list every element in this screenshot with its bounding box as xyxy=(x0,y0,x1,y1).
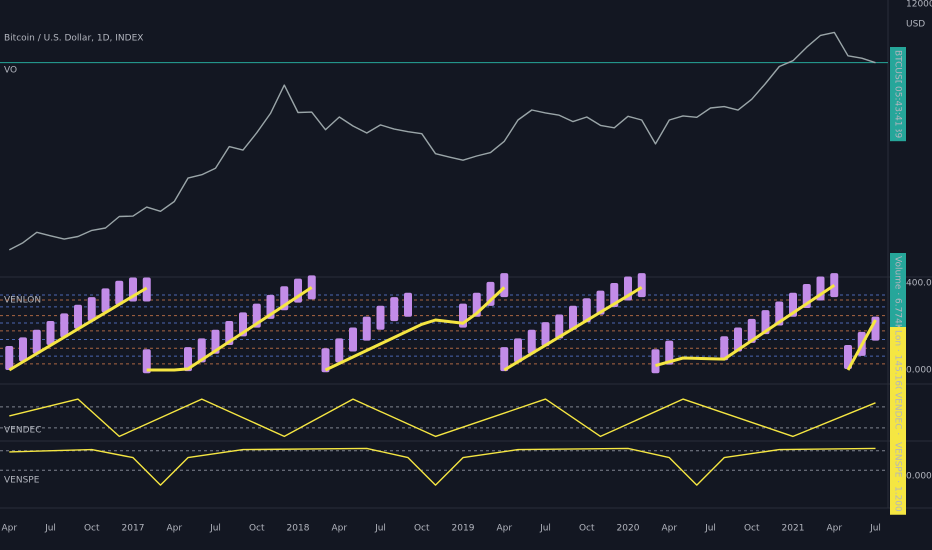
pane-title: VENDEC xyxy=(4,426,41,436)
marker xyxy=(651,349,660,374)
marker xyxy=(19,337,27,362)
x-tick-label: Jul xyxy=(539,524,551,534)
x-tick-label: Apr xyxy=(166,524,182,534)
x-tick-label: Oct xyxy=(579,524,595,534)
marker xyxy=(404,292,412,317)
time-label: 05:43:41 xyxy=(890,83,906,130)
marker xyxy=(184,347,192,372)
y-tick-label: 400.000 xyxy=(906,279,932,289)
marker xyxy=(32,329,41,354)
marker xyxy=(307,275,316,300)
marker xyxy=(582,298,591,323)
volume-pane-title: VO xyxy=(4,66,17,76)
marker xyxy=(500,347,509,372)
marker xyxy=(569,305,577,330)
pane-title: VENLON xyxy=(4,296,41,306)
x-tick-label: Oct xyxy=(744,524,760,534)
vendec-label-text: VENDEC · 14.700 xyxy=(893,392,903,470)
x-tick-label: Jul xyxy=(209,524,221,534)
marker xyxy=(747,318,756,343)
venlon-label: Lon · 145.160 xyxy=(890,327,906,395)
marker xyxy=(596,290,605,315)
x-tick-label: Apr xyxy=(1,524,17,534)
time-label-text: 05:43:41 xyxy=(893,86,903,126)
currency: USD xyxy=(906,20,925,30)
marker xyxy=(349,327,357,352)
marker xyxy=(362,316,371,341)
marker xyxy=(376,305,385,330)
volume-label: Volume · 6.774K xyxy=(890,253,906,333)
y-tick-label: 0.000 xyxy=(906,366,932,376)
x-tick-label: Jul xyxy=(704,524,716,534)
x-tick-label: Jul xyxy=(44,524,56,534)
series-line xyxy=(8,31,876,251)
volume-label-text: Volume · 6.774K xyxy=(893,256,903,331)
series-line xyxy=(8,283,877,372)
x-tick-label: 2021 xyxy=(782,524,805,534)
series-line xyxy=(9,447,876,486)
marker xyxy=(101,288,110,313)
marker xyxy=(844,344,852,369)
marker xyxy=(514,338,522,363)
venspe-label-text: VENSPE · 1.200 xyxy=(893,442,903,512)
marker xyxy=(335,338,344,363)
venspe-label-box xyxy=(890,439,906,515)
x-tick-label: Jul xyxy=(374,524,386,534)
marker xyxy=(5,346,14,371)
x-tick-label: Oct xyxy=(249,524,265,534)
x-tick-label: 2019 xyxy=(452,524,475,534)
marker xyxy=(761,310,770,335)
x-tick-label: Apr xyxy=(661,524,677,534)
marker xyxy=(321,348,330,373)
venlon-label-text: Lon · 145.160 xyxy=(893,330,903,392)
marker xyxy=(197,338,206,363)
volume-label-box xyxy=(890,253,906,333)
x-tick-label: Oct xyxy=(84,524,100,534)
marker xyxy=(555,314,564,339)
x-tick-label: Apr xyxy=(496,524,512,534)
marker xyxy=(390,297,399,322)
marker xyxy=(60,313,69,338)
marker xyxy=(74,304,82,329)
marker xyxy=(541,322,550,347)
venspe-label: VENSPE · 1.200 xyxy=(890,439,906,515)
x-tick-label: Oct xyxy=(414,524,430,534)
marker xyxy=(115,280,124,305)
marker xyxy=(720,336,729,361)
x-tick-label: Apr xyxy=(331,524,347,534)
marker xyxy=(734,327,742,352)
marker xyxy=(637,273,646,298)
symbol-title: Bitcoin / U.S. Dollar, 1D, INDEX xyxy=(4,34,143,44)
x-tick-label: Apr xyxy=(826,524,842,534)
marker xyxy=(46,321,55,346)
x-tick-label: 2018 xyxy=(287,524,310,534)
venlon-label-box xyxy=(890,327,906,395)
series-line xyxy=(9,398,876,438)
x-tick-label: 2017 xyxy=(122,524,145,534)
marker xyxy=(500,273,509,298)
marker xyxy=(87,297,96,322)
marker xyxy=(142,349,151,374)
y-tick-label: 0.000 xyxy=(906,471,932,481)
x-tick-label: 2020 xyxy=(617,524,640,534)
x-tick-label: Jul xyxy=(869,524,881,534)
pane-title: VENSPE xyxy=(4,476,40,486)
time-label-box xyxy=(890,83,906,130)
marker xyxy=(665,340,674,365)
marker xyxy=(527,329,536,354)
